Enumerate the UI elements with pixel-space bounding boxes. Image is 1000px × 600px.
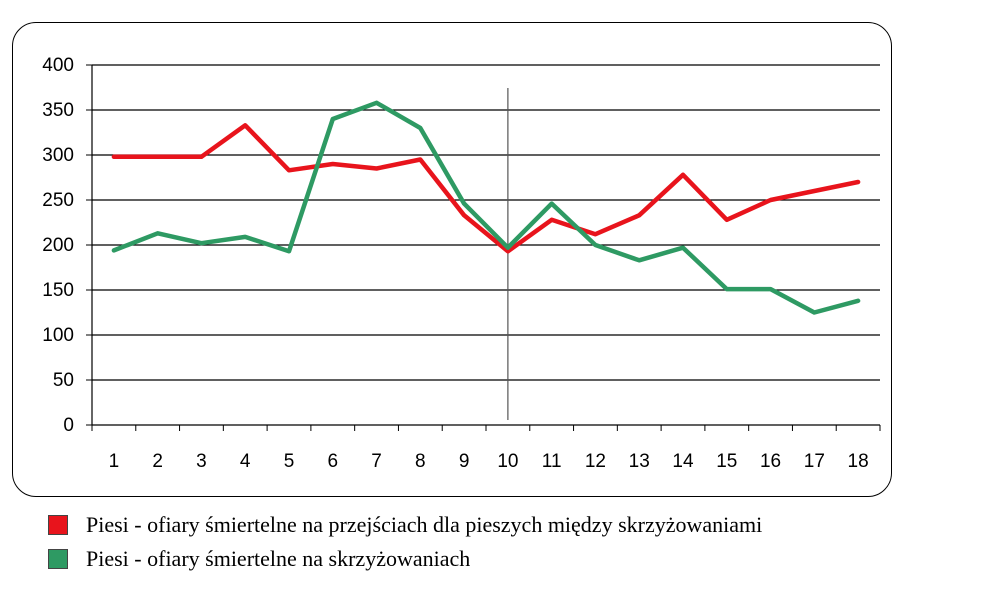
legend-swatch-red <box>48 515 68 535</box>
legend: Piesi - ofiary śmiertelne na przejściach… <box>48 508 762 576</box>
x-tick-label-2: 2 <box>152 451 163 472</box>
series-line-1 <box>111 123 861 254</box>
x-tick-label-18: 18 <box>848 451 869 472</box>
x-tick-label-11: 11 <box>542 451 562 472</box>
x-tick-label-5: 5 <box>284 451 295 472</box>
x-tick-label-4: 4 <box>240 451 251 472</box>
y-tick-label-100: 100 <box>42 325 74 346</box>
x-tick-label-15: 15 <box>716 451 737 472</box>
legend-label-series-1: Piesi - ofiary śmiertelne na przejściach… <box>86 512 763 537</box>
x-tick-label-6: 6 <box>327 451 338 472</box>
x-tick-label-12: 12 <box>585 451 606 472</box>
y-tick-label-200: 200 <box>42 235 74 256</box>
x-tick-label-3: 3 <box>196 451 207 472</box>
x-tick-label-13: 13 <box>629 451 650 472</box>
y-tick-label-50: 50 <box>53 370 74 391</box>
x-tick-label-14: 14 <box>672 451 694 472</box>
series-line-2 <box>111 100 861 315</box>
x-tick-label-10: 10 <box>497 451 518 472</box>
y-tick-label-250: 250 <box>42 190 74 211</box>
x-tick-label-8: 8 <box>415 451 426 472</box>
x-tick-label-16: 16 <box>760 451 781 472</box>
legend-item-series-1: Piesi - ofiary śmiertelne na przejściach… <box>48 508 762 542</box>
legend-swatch-green <box>48 549 68 569</box>
y-tick-label-350: 350 <box>42 100 74 121</box>
x-tick-label-17: 17 <box>804 451 825 472</box>
y-tick-label-400: 400 <box>42 55 74 76</box>
chart-frame <box>12 22 892 497</box>
legend-label-series-2: Piesi - ofiary śmiertelne na skrzyżowani… <box>86 546 471 571</box>
legend-item-series-2: Piesi - ofiary śmiertelne na skrzyżowani… <box>48 542 762 576</box>
x-tick-label-7: 7 <box>371 451 382 472</box>
y-tick-label-0: 0 <box>63 415 74 436</box>
x-tick-label-1: 1 <box>109 451 120 472</box>
y-tick-label-300: 300 <box>42 145 74 166</box>
y-tick-label-150: 150 <box>42 280 74 301</box>
x-tick-label-9: 9 <box>459 451 470 472</box>
